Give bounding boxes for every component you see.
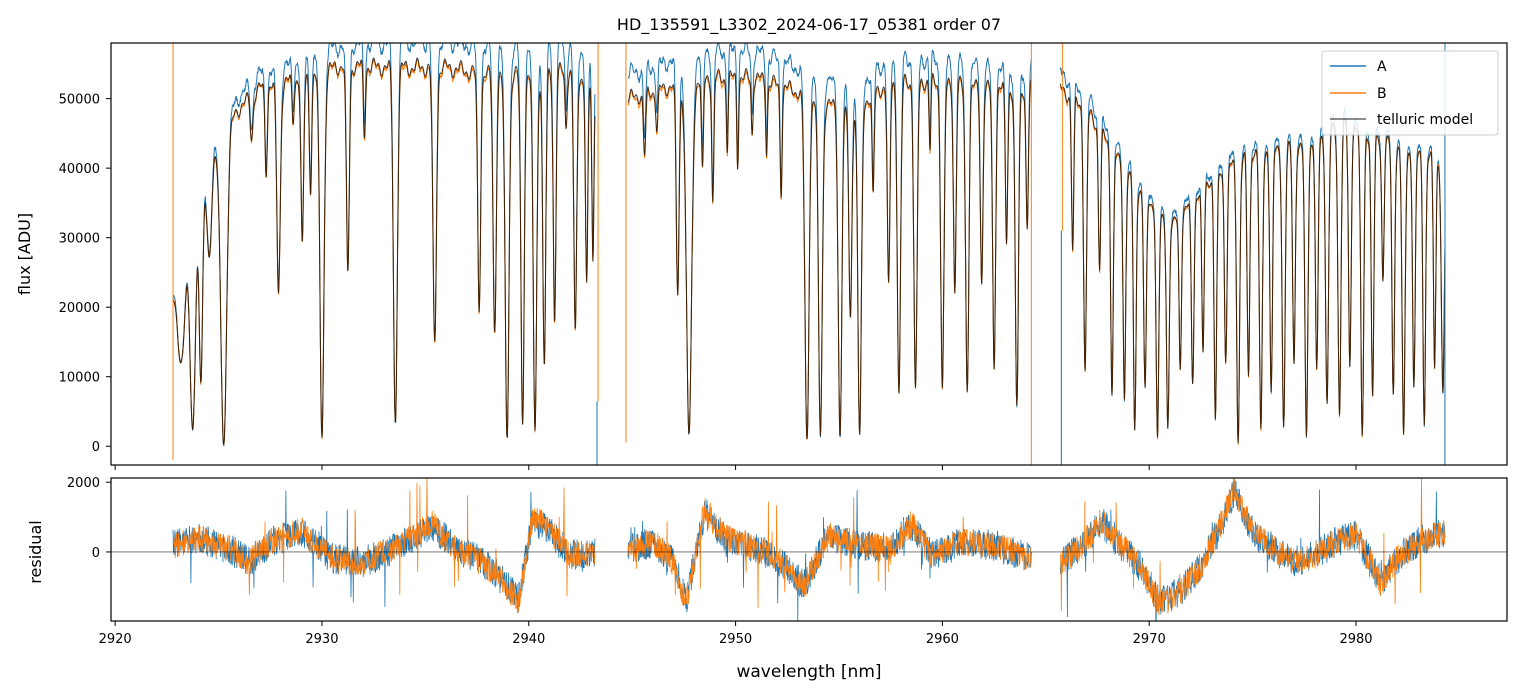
- flux-plot-area: [172, 43, 1446, 465]
- flux-y-tick-label: 10000: [59, 371, 100, 386]
- residual-y-tick-label: 0: [92, 546, 100, 561]
- residual-b-line-1: [627, 497, 1032, 609]
- x-tick-label: 2940: [512, 632, 545, 647]
- residual-panel: 0 2000 2920 2930 2940 2950 2960 2970 2980 residu…: [26, 476, 1508, 682]
- legend-label-model: telluric model: [1377, 112, 1473, 128]
- flux-y-tick-label: 30000: [59, 232, 100, 247]
- telluric-model-line-0: [172, 57, 596, 446]
- residual-y-axis-label: residual: [26, 520, 45, 583]
- x-tick-label: 2960: [926, 632, 959, 647]
- telluric-model-line-1: [627, 68, 1032, 440]
- flux-panel: 0 10000 20000 30000 40000 50000 flux [ADU] A …: [15, 42, 1508, 470]
- legend-label-a: A: [1377, 59, 1387, 75]
- flux-y-axis-label: flux [ADU]: [15, 213, 34, 295]
- legend: A B telluric model: [1321, 50, 1499, 136]
- residual-b-line-0: [172, 478, 596, 613]
- legend-label-b: B: [1377, 86, 1387, 102]
- flux-axes: 0 10000 20000 30000 40000 50000: [59, 93, 1357, 470]
- x-tick-label: 2970: [1133, 632, 1166, 647]
- x-tick-label: 2920: [99, 632, 132, 647]
- flux-y-tick-label: 50000: [59, 93, 100, 108]
- residual-y-tick-label: 2000: [67, 476, 100, 491]
- legend-box: [1321, 50, 1499, 136]
- series-b-line-2: [1059, 86, 1446, 445]
- flux-y-tick-label: 20000: [59, 301, 100, 316]
- x-tick-label: 2950: [719, 632, 752, 647]
- x-tick-label: 2930: [305, 632, 338, 647]
- chart-title: HD_135591_L3302_2024-06-17_05381 order 0…: [617, 15, 1001, 35]
- flux-y-tick-label: 40000: [59, 162, 100, 177]
- flux-panel-frame: [110, 42, 1508, 466]
- telluric-model-line-2: [1059, 83, 1446, 444]
- flux-y-tick-label: 0: [92, 440, 100, 455]
- residual-b-line-2: [1059, 478, 1446, 615]
- x-tick-label: 2980: [1339, 632, 1372, 647]
- series-a-line-0: [172, 43, 596, 445]
- residual-axes: 0 2000 2920 2930 2940 2950 2960 2970 2980: [67, 476, 1373, 647]
- x-axis-label: wavelength [nm]: [736, 662, 881, 682]
- residual-plot-area: [111, 478, 1507, 621]
- residual-panel-frame: [110, 477, 1508, 622]
